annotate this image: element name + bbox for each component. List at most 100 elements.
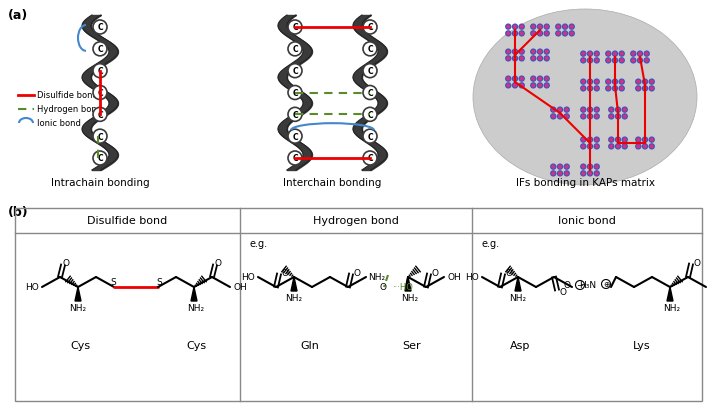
Text: C: C [97,45,103,54]
Circle shape [93,64,107,79]
Circle shape [595,139,598,142]
Circle shape [630,51,636,58]
Circle shape [589,145,591,149]
Circle shape [608,114,614,120]
Circle shape [581,145,585,149]
Circle shape [363,64,377,79]
Circle shape [520,33,523,36]
Circle shape [637,145,640,149]
Circle shape [93,43,107,57]
Circle shape [610,116,613,119]
Text: C: C [367,45,373,54]
Circle shape [607,53,610,56]
Circle shape [562,24,568,31]
Circle shape [513,78,516,81]
Circle shape [643,51,650,58]
Circle shape [544,49,550,56]
Text: O: O [62,259,70,268]
Circle shape [623,109,626,112]
Text: S: S [156,278,162,287]
Circle shape [545,51,548,54]
Circle shape [581,139,585,142]
Text: C: C [293,132,297,141]
Text: NH₂: NH₂ [663,304,681,313]
Circle shape [618,51,625,58]
Circle shape [632,53,635,56]
Circle shape [564,26,567,29]
Text: C: C [97,111,103,119]
Circle shape [595,166,598,168]
Circle shape [612,58,618,64]
Circle shape [586,51,593,58]
Circle shape [518,31,525,38]
Text: C: C [367,23,373,32]
Circle shape [520,58,523,61]
Circle shape [539,58,542,61]
Circle shape [520,78,523,81]
Circle shape [555,31,562,38]
Text: O: O [281,268,288,277]
Circle shape [518,83,525,90]
Text: C: C [367,67,373,76]
Circle shape [537,49,543,56]
Text: O: O [354,268,361,277]
Circle shape [638,60,641,63]
Circle shape [586,164,593,171]
Circle shape [643,88,646,91]
Circle shape [595,109,598,112]
Circle shape [623,145,626,149]
Circle shape [589,116,591,119]
Text: C: C [97,23,103,32]
Circle shape [513,33,516,36]
Circle shape [594,137,600,143]
Circle shape [570,26,573,29]
Circle shape [650,145,653,149]
Text: Disulfide bond: Disulfide bond [87,216,168,226]
Circle shape [610,145,613,149]
Text: Intrachain bonding: Intrachain bonding [50,177,149,188]
Circle shape [589,60,591,63]
Circle shape [608,107,614,113]
Circle shape [550,107,557,113]
Text: C: C [367,111,373,119]
Text: H₃N: H₃N [579,281,596,290]
Text: OH: OH [709,283,710,292]
Circle shape [93,86,107,100]
Circle shape [537,24,543,31]
Circle shape [581,60,585,63]
Circle shape [586,114,593,120]
Text: C: C [293,154,297,163]
Circle shape [518,76,525,83]
Circle shape [537,31,543,38]
Circle shape [530,83,537,90]
Circle shape [557,33,559,36]
Circle shape [643,81,646,84]
Circle shape [552,116,555,119]
Circle shape [559,173,562,175]
Text: C: C [367,89,373,98]
Text: NH₂: NH₂ [70,304,87,313]
Circle shape [613,53,616,56]
Circle shape [586,137,593,143]
Text: HO: HO [26,283,39,292]
Circle shape [507,58,510,61]
Circle shape [594,114,600,120]
Circle shape [507,78,510,81]
Circle shape [507,51,510,54]
Circle shape [288,64,302,79]
Circle shape [621,137,628,143]
Circle shape [645,60,648,63]
Circle shape [595,173,598,175]
Circle shape [363,130,377,144]
Circle shape [552,173,555,175]
Text: Ionic bond: Ionic bond [37,119,81,128]
Circle shape [630,58,636,64]
Circle shape [564,164,570,171]
Text: S: S [110,278,116,287]
Text: O: O [559,288,567,297]
Circle shape [550,114,557,120]
Circle shape [580,164,586,171]
Circle shape [586,144,593,150]
Circle shape [363,43,377,57]
Circle shape [637,51,643,58]
